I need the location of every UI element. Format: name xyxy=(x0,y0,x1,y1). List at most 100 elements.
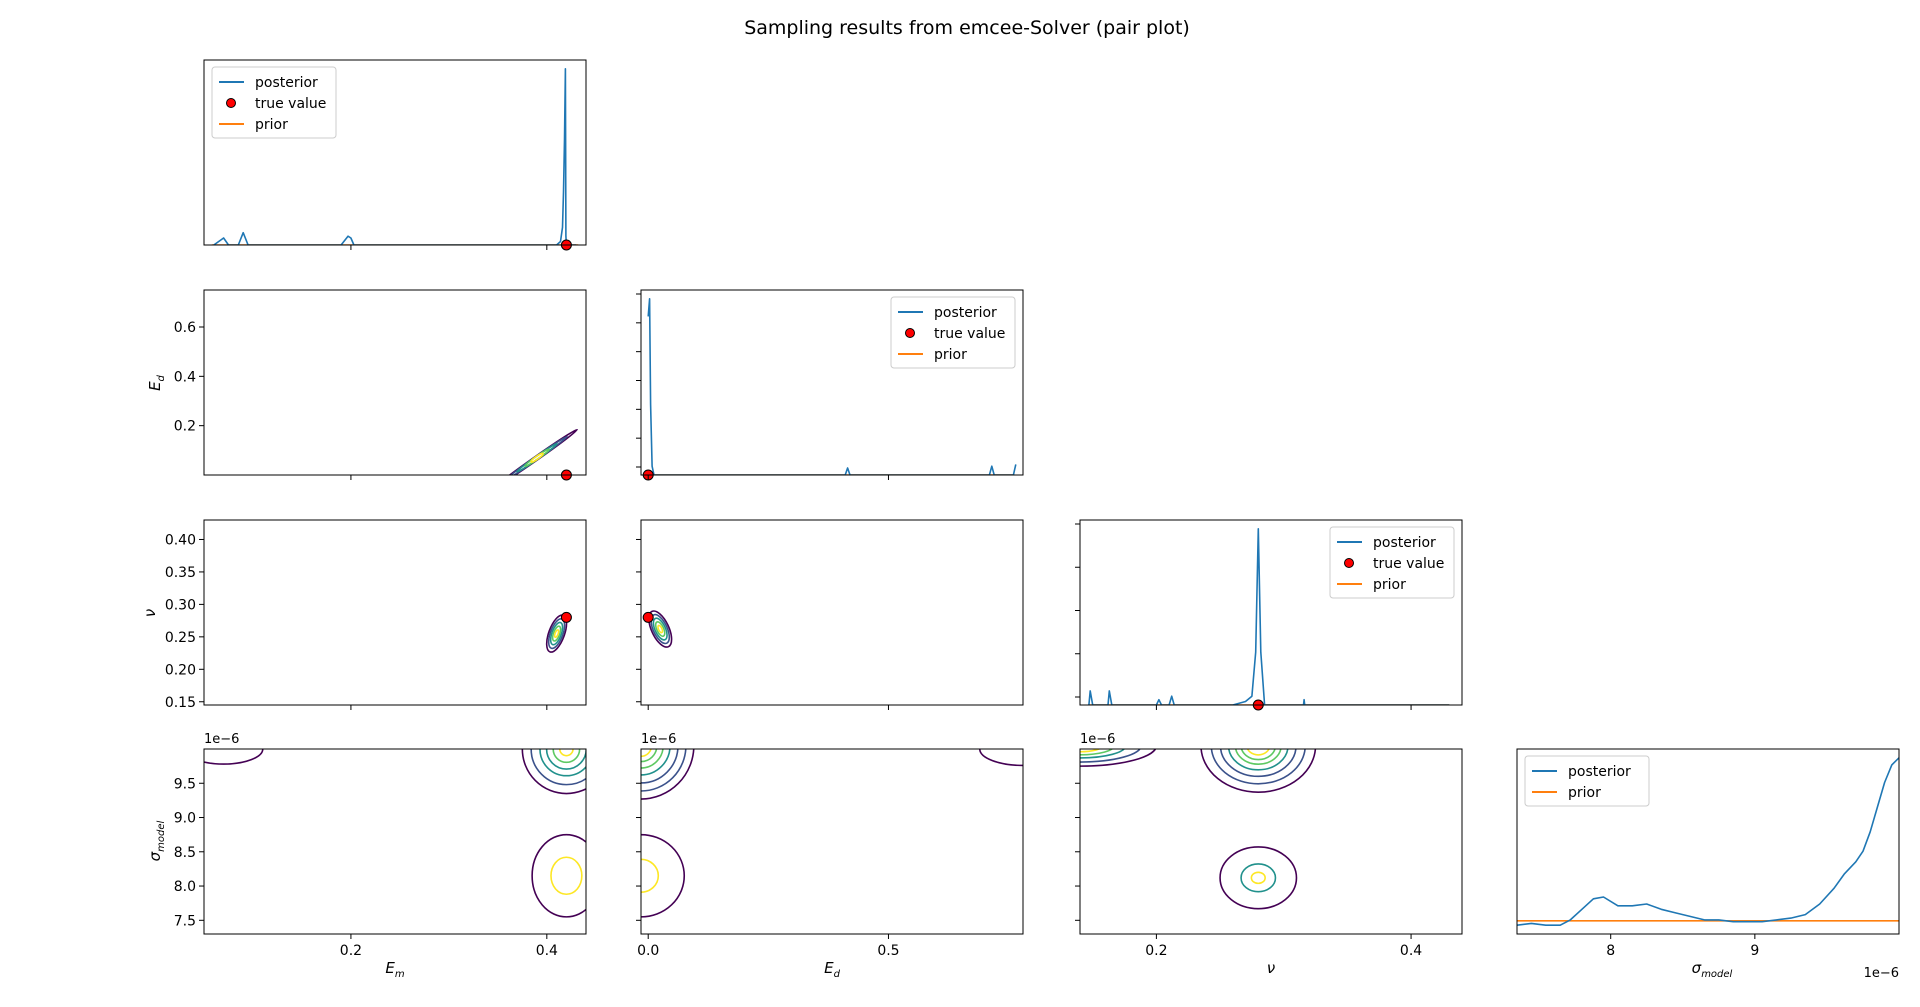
plot-area xyxy=(648,610,673,648)
axis-label: ν xyxy=(1267,959,1275,977)
axis-label: Ed xyxy=(146,374,167,390)
offset-text: 1e−6 xyxy=(204,732,239,747)
legend: posterior true value prior xyxy=(211,66,337,139)
legend-true_value-label: true value xyxy=(934,326,1005,342)
true-value-marker xyxy=(560,611,572,623)
posterior-line xyxy=(1088,528,1450,705)
legend-box xyxy=(1524,755,1650,807)
contour-line xyxy=(539,749,586,777)
axes-frame xyxy=(640,289,1024,476)
y-tick-label: 9.5 xyxy=(174,776,196,792)
x-tick-label: 0.2 xyxy=(340,943,362,959)
posterior-line xyxy=(1517,757,1899,926)
contour-line xyxy=(650,613,671,645)
y-tick-label: 0.6 xyxy=(174,320,196,336)
axis-label: σmodel xyxy=(1692,959,1733,980)
contour-line xyxy=(1234,749,1282,766)
offset-text: 1e−6 xyxy=(641,732,676,747)
plot-area xyxy=(1080,749,1317,910)
contour-line xyxy=(1219,749,1297,778)
plot-area xyxy=(496,428,578,475)
legend-box xyxy=(890,296,1016,369)
marginal-panel: posterior true value prior xyxy=(203,59,587,251)
y-tick-label: 0.35 xyxy=(165,565,196,581)
true-value-marker xyxy=(642,611,654,623)
contour-line xyxy=(1227,749,1289,771)
contour-line xyxy=(524,448,550,468)
contour-line xyxy=(530,749,586,786)
plot-area xyxy=(647,298,1017,475)
marginal-panel: posterior prior 8 9 xyxy=(1516,748,1900,959)
x-tick-label: 0.2 xyxy=(1145,943,1167,959)
y-tick-label: 0.2 xyxy=(174,419,196,435)
contour-panel: 0.2 0.4 7.5 8.0 8.5 9.0 9.5 xyxy=(174,748,587,959)
contour-line xyxy=(652,617,668,641)
contour-line xyxy=(654,621,666,638)
axis-label: σmodel xyxy=(146,820,167,861)
legend-prior-label: prior xyxy=(934,347,967,363)
y-tick-label: 0.40 xyxy=(165,532,196,548)
posterior-line xyxy=(647,298,1017,475)
contour-panel: 0.15 0.20 0.25 0.30 0.35 0.40 xyxy=(165,519,587,711)
legend: posterior true value prior xyxy=(890,296,1016,369)
axes-frame xyxy=(1079,519,1463,706)
legend-posterior-label: posterior xyxy=(255,75,318,91)
y-tick-label: 9.0 xyxy=(174,811,196,827)
y-tick-label: 7.5 xyxy=(174,913,196,929)
contour-line xyxy=(641,833,686,918)
contour-line xyxy=(1219,846,1298,910)
axes-frame xyxy=(203,59,587,246)
axes-frame xyxy=(203,519,587,706)
legend-true-value-swatch xyxy=(226,98,236,108)
x-tick-label: 0.5 xyxy=(877,943,899,959)
contour-panel: 0.0 0.5 xyxy=(636,748,1024,959)
axes-frame xyxy=(203,289,587,476)
contour-line xyxy=(1240,749,1276,761)
contour-line xyxy=(553,629,560,639)
marginal-panel: posterior true value prior xyxy=(1075,519,1463,711)
contour-line xyxy=(1250,871,1266,885)
contour-panel xyxy=(636,519,1024,710)
axes-frame xyxy=(640,748,1024,935)
x-tick-label: 0.4 xyxy=(1400,943,1422,959)
contour-line xyxy=(549,621,564,646)
contour-line xyxy=(648,610,673,648)
contour-panel: 0.2 0.4 0.6 xyxy=(174,289,587,481)
figure-title: Sampling results from emcee-Solver (pair… xyxy=(744,17,1190,39)
plot-area xyxy=(204,749,586,918)
axes-frame xyxy=(1079,748,1463,935)
marginal-panel: posterior true value prior xyxy=(636,289,1024,481)
plot-area xyxy=(211,68,579,245)
legend: posterior prior xyxy=(1524,755,1650,807)
contour-line xyxy=(530,452,544,463)
legend-prior-label: prior xyxy=(255,117,288,133)
legend-true-value-swatch xyxy=(905,328,915,338)
axes-frame xyxy=(203,748,587,935)
contour-line xyxy=(1240,863,1277,893)
y-tick-label: 8.0 xyxy=(174,879,196,895)
contour-line xyxy=(521,749,586,795)
contour-line xyxy=(531,833,586,918)
contour-line xyxy=(657,624,664,634)
contour-line xyxy=(1200,749,1317,793)
offset-text: 1e−6 xyxy=(1080,732,1115,747)
y-tick-label: 0.25 xyxy=(165,630,196,646)
contour-line xyxy=(545,749,586,770)
x-tick-label: 0.0 xyxy=(637,943,659,959)
y-tick-label: 0.15 xyxy=(165,695,196,711)
contour-line xyxy=(506,435,568,475)
legend-posterior-label: posterior xyxy=(934,305,997,321)
axis-label: ν xyxy=(141,609,159,617)
y-tick-label: 0.30 xyxy=(165,597,196,613)
contour-line xyxy=(204,749,264,765)
legend-prior-label: prior xyxy=(1568,785,1601,801)
axis-label: Em xyxy=(385,959,404,980)
axes-frame xyxy=(640,519,1024,706)
legend-box xyxy=(211,66,337,139)
legend-posterior-label: posterior xyxy=(1373,535,1436,551)
y-tick-label: 0.20 xyxy=(165,662,196,678)
contour-line xyxy=(551,625,562,642)
plot-area xyxy=(1088,528,1450,705)
x-tick-label: 8 xyxy=(1606,943,1615,959)
y-tick-label: 8.5 xyxy=(174,845,196,861)
